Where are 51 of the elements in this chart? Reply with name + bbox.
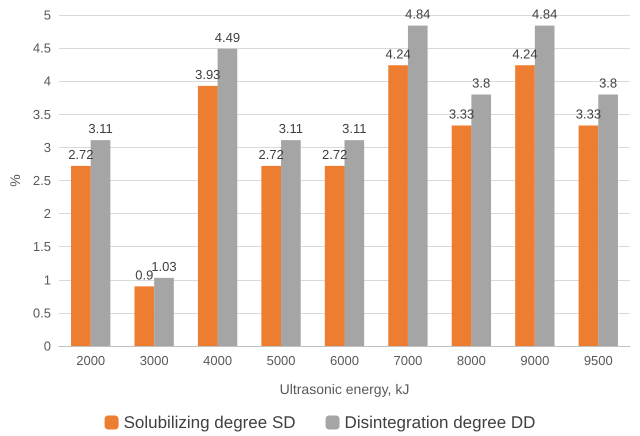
x-tick-label: 4000 — [203, 353, 232, 368]
y-tick-label: 4.5 — [32, 40, 51, 56]
y-tick-label: 0.5 — [32, 305, 51, 320]
x-tick-label: 9000 — [520, 353, 550, 368]
data-label: 3.11 — [342, 121, 366, 136]
data-label: 2.72 — [258, 146, 284, 162]
legend-label: Solubilizing degree SD — [124, 413, 296, 432]
data-label: 4.49 — [214, 30, 240, 45]
y-tick-label: 3 — [44, 140, 51, 155]
data-label: 3.8 — [599, 75, 618, 90]
y-tick-label: 2.5 — [32, 173, 51, 188]
data-label: 3.33 — [576, 106, 602, 122]
data-label: 3.8 — [472, 75, 490, 90]
bar — [154, 278, 174, 346]
y-tick-label: 1.5 — [32, 239, 51, 254]
data-label: 3.33 — [448, 106, 474, 122]
bar — [71, 166, 91, 346]
bar — [261, 166, 282, 346]
y-tick-label: 0 — [44, 338, 51, 354]
x-tick-label: 3000 — [140, 353, 169, 368]
bar — [324, 166, 344, 346]
legend-label: Disintegration degree DD — [344, 413, 536, 432]
x-tick-label: 9500 — [584, 353, 613, 368]
bar — [578, 126, 598, 346]
x-axis-title: Ultrasonic energy, kJ — [280, 381, 410, 397]
y-tick-label: 4 — [44, 74, 51, 89]
data-label: 4.84 — [532, 6, 558, 22]
y-axis-title: % — [7, 174, 23, 187]
y-tick-label: 5 — [44, 8, 51, 22]
x-tick-label: 7000 — [393, 353, 422, 368]
data-label: 2.72 — [68, 146, 94, 162]
data-label: 0.9 — [135, 267, 154, 282]
bar — [198, 86, 218, 346]
bar — [388, 65, 408, 346]
data-label: 2.72 — [322, 146, 348, 162]
x-tick-label: 5000 — [266, 353, 296, 368]
x-tick-label: 2000 — [76, 353, 106, 368]
bar — [515, 65, 535, 346]
y-tick-label: 1 — [44, 272, 51, 288]
x-tick-label: 6000 — [330, 353, 359, 368]
y-tick-label: 3.5 — [32, 106, 51, 122]
data-label: 4.84 — [405, 6, 430, 22]
x-tick-label: 8000 — [456, 353, 486, 368]
data-label: 3.93 — [195, 66, 220, 82]
bar — [134, 286, 154, 346]
bar — [452, 126, 472, 346]
data-label: 3.11 — [278, 121, 304, 136]
y-tick-label: 2 — [44, 206, 51, 222]
data-label: 3.11 — [88, 121, 113, 136]
data-label: 4.24 — [385, 46, 411, 62]
data-label: 4.24 — [512, 46, 538, 62]
